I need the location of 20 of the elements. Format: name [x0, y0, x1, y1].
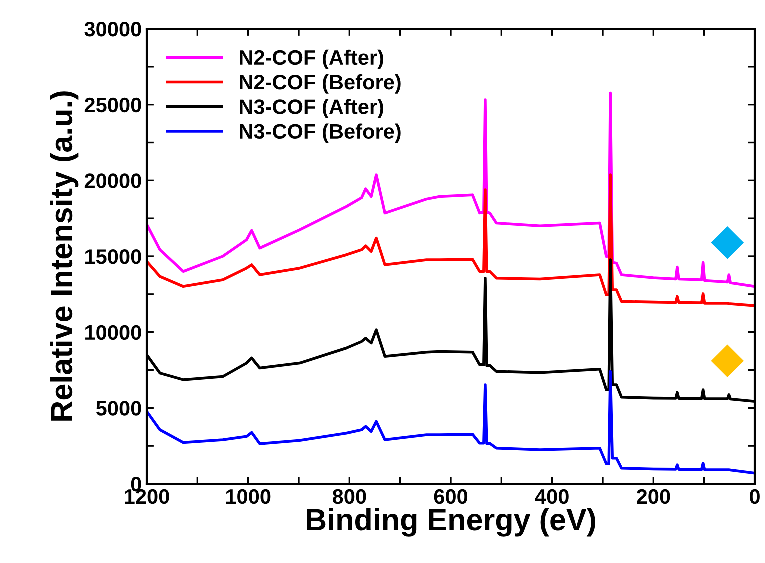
y-tick-label: 10000 — [86, 325, 142, 340]
legend-label: N2-COF (Before) — [240, 74, 401, 94]
legend-label: N3-COF (Before) — [240, 124, 401, 144]
y-tick-label: 20000 — [84, 174, 142, 188]
y-tick-label: 30000 — [84, 22, 142, 37]
y-tick-label: 25000 — [84, 98, 142, 113]
x-tick-label: 200 — [637, 489, 670, 504]
x-tick-label: 800 — [332, 489, 366, 504]
legend-label: N2-COF (After) — [240, 50, 384, 70]
x-axis-title: Binding Energy (eV) — [307, 508, 596, 537]
y-tick-label: 5000 — [96, 401, 142, 416]
x-tick-label: 400 — [535, 489, 569, 504]
y-tick-label: 15000 — [86, 250, 142, 264]
x-tick-label: 600 — [434, 489, 468, 504]
y-axis-title: Relative Intensity (a.u.) — [50, 92, 79, 421]
x-tick-label: 0 — [750, 489, 760, 504]
line-series — [147, 174, 755, 308]
x-tick-label: 1000 — [226, 489, 271, 504]
line-series — [147, 370, 755, 475]
legend-label: N3-COF (After) — [240, 99, 384, 119]
